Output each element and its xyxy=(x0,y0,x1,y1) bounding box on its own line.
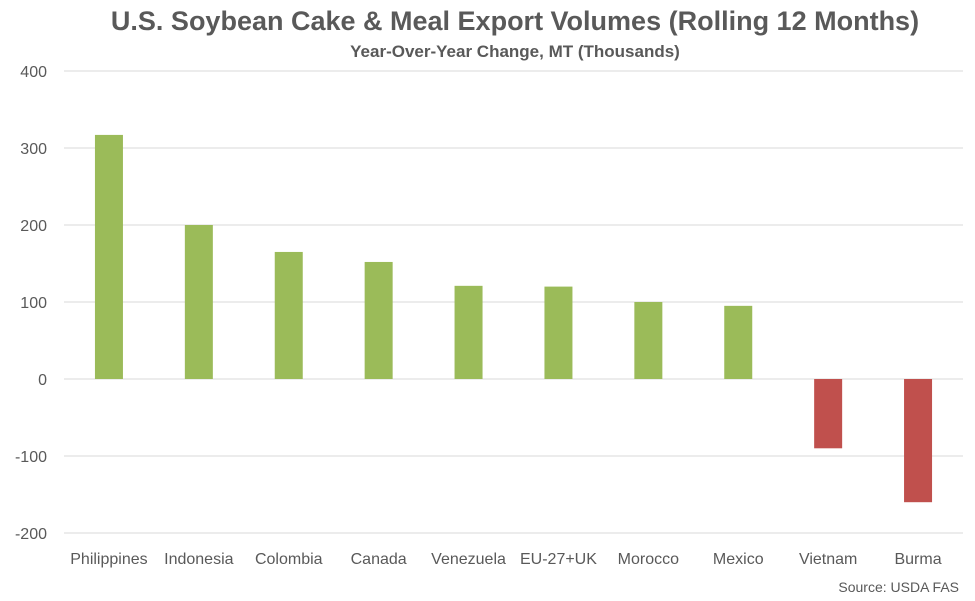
y-tick-label: -100 xyxy=(15,449,47,466)
x-category-label: Philippines xyxy=(70,551,147,568)
bar xyxy=(634,302,663,379)
x-category-label: Venezuela xyxy=(431,551,506,568)
y-tick-label: -200 xyxy=(15,526,47,543)
chart-subtitle: Year-Over-Year Change, MT (Thousands) xyxy=(350,42,680,61)
x-axis-categories: Philippines Indonesia Colombia Canada Venezu… xyxy=(70,551,941,568)
x-category-label: Canada xyxy=(351,551,407,568)
y-tick-label: 100 xyxy=(20,295,47,312)
x-category-label: EU-27+UK xyxy=(520,551,597,568)
y-tick-label: 200 xyxy=(20,218,47,235)
bar xyxy=(544,286,573,379)
y-tick-label: 400 xyxy=(20,64,47,81)
bar xyxy=(364,261,393,379)
x-category-label: Colombia xyxy=(255,551,323,568)
gridlines xyxy=(64,70,963,534)
bar xyxy=(454,285,483,379)
y-tick-label: 300 xyxy=(20,141,47,158)
x-category-label: Indonesia xyxy=(164,551,233,568)
y-axis-ticks: 400 300 200 100 0 -100 -200 xyxy=(15,64,47,543)
x-category-label: Morocco xyxy=(618,551,679,568)
bar xyxy=(184,225,213,379)
x-category-label: Burma xyxy=(894,551,941,568)
chart-title: U.S. Soybean Cake & Meal Export Volumes … xyxy=(110,6,920,36)
bar xyxy=(724,305,753,379)
bar xyxy=(274,251,303,379)
x-category-label: Mexico xyxy=(713,551,764,568)
bar xyxy=(814,379,843,449)
x-category-label: Vietnam xyxy=(799,551,857,568)
bar xyxy=(904,379,933,503)
y-tick-label: 0 xyxy=(38,372,47,389)
bars xyxy=(94,134,933,503)
bar xyxy=(94,134,123,379)
source-note: Source: USDA FAS xyxy=(838,579,959,595)
